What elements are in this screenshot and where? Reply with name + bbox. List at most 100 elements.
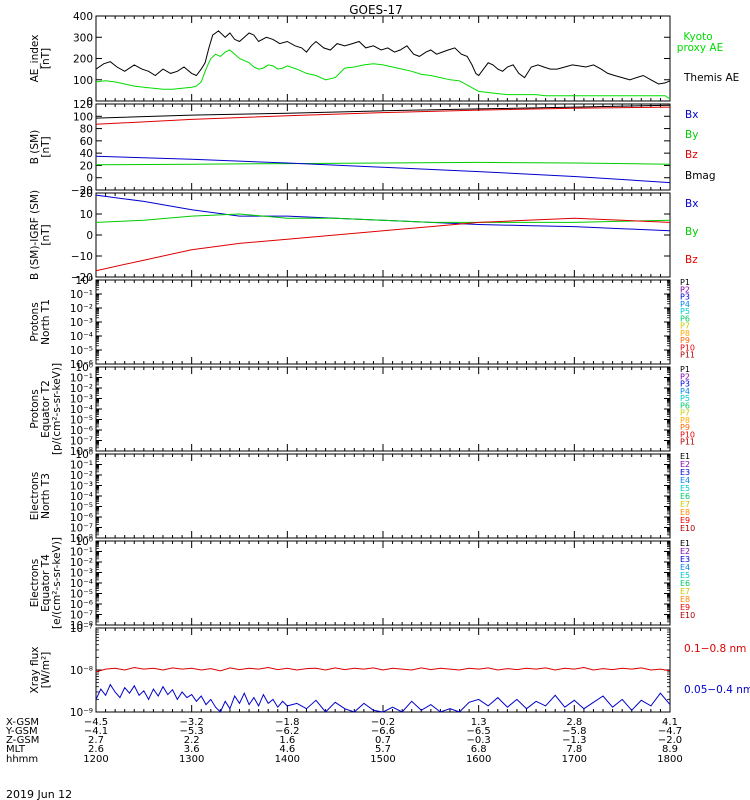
legend-entry-e7: E7 [680, 587, 690, 596]
legend-entry-p6: P6 [680, 401, 690, 410]
legend-entry-bmag: Bmag [685, 170, 716, 182]
x-axis-tick-value: 4.6 [279, 744, 295, 755]
x-axis-tick-value: 1200 [83, 754, 108, 765]
y-tick-label: 10⁻¹ [70, 373, 93, 385]
legend-entry-e9: E9 [680, 603, 690, 612]
y-tick-label: 40 [80, 148, 93, 160]
y-tick-label: 300 [73, 32, 93, 44]
series-line-kyoto-proxy-ae [95, 49, 671, 100]
y-axis-label: B (SM)-IGRF (SM) [nT] [29, 190, 52, 280]
x-axis-tick-value: 4.1 [662, 717, 678, 728]
x-axis-tick-value: 8.9 [662, 744, 678, 755]
x-axis-tick-value: 1800 [657, 754, 682, 765]
y-tick-label: 20 [80, 188, 93, 200]
y-tick-label: 80 [80, 124, 93, 136]
x-axis-tick-value: −5.8 [562, 726, 586, 737]
legend-entry-xray-short: 0.05−0.4 nm [684, 684, 750, 696]
x-axis-row-x-gsm: X-GSM −4.5 −3.2 −1.8 −0.2 1.3 2.8 4.1 [6, 717, 678, 728]
x-axis-tick-value: 5.7 [375, 744, 391, 755]
legend-entry-p6: P6 [680, 314, 690, 323]
y-tick-label: 100 [73, 75, 93, 87]
y-tick-label: 10⁻⁷ [70, 610, 93, 622]
legend-entry-xray-long: 0.1−0.8 nm [684, 643, 746, 655]
legend-entry-by: By [685, 129, 698, 141]
legend-entry-p4: P4 [680, 300, 690, 309]
y-tick-label: 10⁻⁶ [70, 512, 93, 524]
legend-entry-e3: E3 [680, 468, 690, 477]
legend-entry-bz: Bz [685, 149, 698, 161]
legend-entry-e10: E10 [680, 524, 695, 533]
legend-entry-e1: E1 [680, 539, 690, 548]
legend-entry-e6: E6 [680, 579, 690, 588]
y-tick-label: 10⁻³ [70, 394, 93, 406]
y-tick-label: 20 [80, 160, 93, 172]
y-tick-label: 10⁻⁷ [70, 623, 93, 635]
y-tick-label: 10⁻² [70, 470, 93, 482]
y-tick-label: 10⁻⁷ [70, 523, 93, 535]
panel-protons-equator-t2: 10⁻⁸10⁻⁷10⁻⁶10⁻⁵10⁻⁴10⁻³10⁻²10⁻¹10⁰Proto… [29, 362, 695, 458]
y-axis-label: Xray flux [W/m²] [29, 647, 52, 694]
legend-entry-p8: P8 [680, 329, 690, 338]
x-axis-tick-value: −4.7 [658, 726, 682, 737]
legend-entry-p2: P2 [680, 285, 690, 294]
legend-entry-e1: E1 [680, 452, 690, 461]
y-tick-label: −20 [71, 185, 93, 197]
legend-entry-e4: E4 [680, 476, 690, 485]
x-axis-tick-value: −0.2 [371, 717, 395, 728]
legend-entry-p7: P7 [680, 409, 690, 418]
legend-entry-e6: E6 [680, 492, 690, 501]
y-axis-label-line: Equator T2 [40, 380, 52, 438]
x-axis-tick-value: 1400 [275, 754, 300, 765]
y-tick-label: 10⁻⁴ [70, 404, 93, 416]
x-axis-tick-value: 2.6 [88, 744, 104, 755]
legend-entry-e8: E8 [680, 508, 690, 517]
y-axis-label-line: Protons [29, 389, 41, 428]
y-tick-label: 10⁻⁴ [70, 491, 93, 503]
y-tick-label: −20 [71, 272, 93, 284]
y-tick-label: 10⁻² [70, 557, 93, 569]
x-axis-tick-value: 1.3 [471, 717, 487, 728]
x-axis-row-label: X-GSM [6, 717, 39, 728]
legend-entry-themis-ae: Themis AE [683, 72, 739, 84]
y-tick-label: 0 [86, 230, 93, 242]
y-tick-label: 60 [80, 136, 93, 148]
y-tick-label: 400 [73, 11, 93, 23]
panel-electrons-equator-t4: 10⁻⁸10⁻⁷10⁻⁶10⁻⁵10⁻⁴10⁻³10⁻²10⁻¹10⁰Elect… [29, 536, 695, 632]
legend-entry-bx: Bx [685, 198, 698, 210]
x-axis-tick-value: 2.2 [184, 735, 200, 746]
legend-entry-e2: E2 [680, 547, 690, 556]
x-axis-tick-value: 1500 [370, 754, 395, 765]
x-axis-tick-value: −6.5 [467, 726, 491, 737]
legend-entry-e3: E3 [680, 555, 690, 564]
legend-entry-e2: E2 [680, 460, 690, 469]
y-tick-label: 10⁻³ [70, 317, 93, 329]
series-line-bz [95, 106, 671, 125]
series-line-bx [95, 155, 671, 184]
series-line-bmag [95, 104, 671, 119]
series-line-0-05-0-4-nm [95, 683, 671, 713]
x-axis-row-label: Z-GSM [6, 735, 39, 746]
y-tick-label: 10⁻⁸ [70, 620, 93, 632]
y-axis-label-line: B (SM) [29, 130, 41, 164]
x-axis-tick-value: −4.5 [84, 717, 108, 728]
y-tick-label: 10⁻⁸ [70, 533, 93, 545]
x-axis-tick-value: −1.8 [275, 717, 299, 728]
x-axis-tick-value: 1600 [466, 754, 491, 765]
y-tick-label: −10 [71, 251, 93, 263]
x-axis-tick-value: 1700 [562, 754, 587, 765]
y-tick-label: 10⁻¹ [70, 547, 93, 559]
y-tick-label: 10⁻⁹ [70, 707, 93, 719]
x-axis-tick-value: −0.3 [467, 735, 491, 746]
x-axis-tick-value: 2.8 [566, 717, 582, 728]
y-axis-label: AE_index [nT] [29, 35, 52, 83]
y-tick-label: 10⁻² [70, 303, 93, 315]
x-axis-tick-value: −6.2 [275, 726, 299, 737]
y-tick-label: 10⁻¹ [70, 289, 93, 301]
panel-legend: 0.1−0.8 nm 0.05−0.4 nm [684, 643, 750, 696]
legend-entry-p1: P1 [680, 278, 690, 287]
legend-entry-bx: Bx [685, 109, 698, 121]
